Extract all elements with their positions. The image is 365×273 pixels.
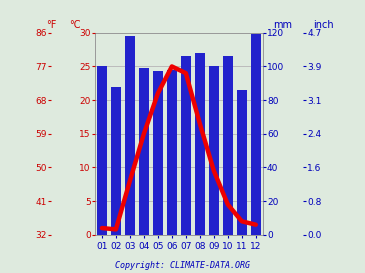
Bar bbox=[166, 70, 177, 235]
Bar bbox=[153, 72, 163, 235]
Bar bbox=[223, 56, 233, 235]
Bar bbox=[97, 66, 107, 235]
Text: °C: °C bbox=[69, 20, 81, 30]
Bar bbox=[250, 33, 261, 235]
Text: Copyright: CLIMATE-DATA.ORG: Copyright: CLIMATE-DATA.ORG bbox=[115, 261, 250, 270]
Bar bbox=[124, 36, 135, 235]
Bar bbox=[237, 90, 247, 235]
Bar bbox=[111, 87, 121, 235]
Bar bbox=[139, 68, 149, 235]
Bar bbox=[195, 53, 205, 235]
Bar bbox=[208, 66, 219, 235]
Text: inch: inch bbox=[313, 20, 333, 30]
Bar bbox=[181, 56, 191, 235]
Text: °F: °F bbox=[46, 20, 56, 30]
Text: mm: mm bbox=[273, 20, 292, 30]
